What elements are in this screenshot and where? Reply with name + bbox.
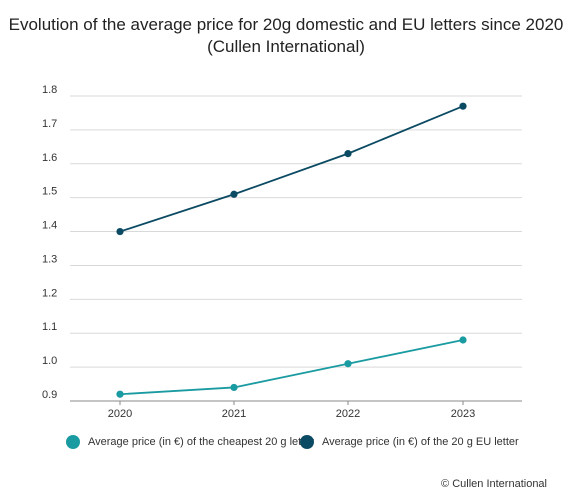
data-point-series-1	[116, 390, 124, 398]
source-credit: © Cullen International	[441, 478, 547, 490]
data-point-series-1	[459, 336, 467, 344]
data-point-series-2	[344, 150, 352, 158]
y-tick-label: 0.9	[42, 389, 57, 401]
chart-title: Evolution of the average price for 20g d…	[0, 14, 572, 58]
legend-label-cheapest: Average price (in €) of the cheapest 20 …	[88, 436, 315, 448]
data-point-series-2	[459, 102, 467, 110]
y-tick-label: 1.2	[42, 287, 57, 299]
legend-item-eu: Average price (in €) of the 20 g EU lett…	[300, 435, 519, 449]
legend-marker-eu	[300, 435, 314, 449]
data-point-series-1	[230, 383, 238, 392]
y-tick-label: 1.0	[42, 355, 57, 367]
series-line-2	[119, 105, 464, 233]
legend-label-eu: Average price (in €) of the 20 g EU lett…	[322, 436, 519, 448]
y-tick-label: 1.1	[42, 321, 57, 333]
y-tick-label: 1.5	[42, 186, 57, 198]
y-tick-label: 1.3	[42, 253, 57, 265]
y-tick-label: 1.7	[42, 118, 57, 130]
line-chart: 0.9 1.0 1.1 1.2 1.3 1.4 1.5 1.6 1.7 1.8 2020 2021 20…	[42, 84, 522, 420]
chart-legend: Average price (in €) of the cheapest 20 …	[0, 435, 572, 453]
y-tick-label: 1.6	[42, 152, 57, 164]
x-tick-label: 2020	[108, 408, 132, 420]
legend-marker-cheapest	[66, 435, 80, 449]
y-tick-label: 1.4	[42, 220, 57, 232]
chart-title-line-2: (Cullen International)	[207, 37, 365, 56]
chart-title-line-1: Evolution of the average price for 20g d…	[8, 15, 564, 34]
data-point-series-1	[344, 360, 352, 368]
legend-item-cheapest: Average price (in €) of the cheapest 20 …	[66, 435, 314, 449]
y-tick-label: 1.8	[42, 84, 57, 96]
series-line-1	[119, 339, 464, 396]
data-point-series-2	[230, 190, 238, 198]
data-point-series-2	[116, 227, 124, 236]
x-tick-label: 2021	[222, 408, 246, 420]
x-tick-label: 2022	[336, 408, 360, 420]
x-tick-label: 2023	[451, 408, 475, 420]
